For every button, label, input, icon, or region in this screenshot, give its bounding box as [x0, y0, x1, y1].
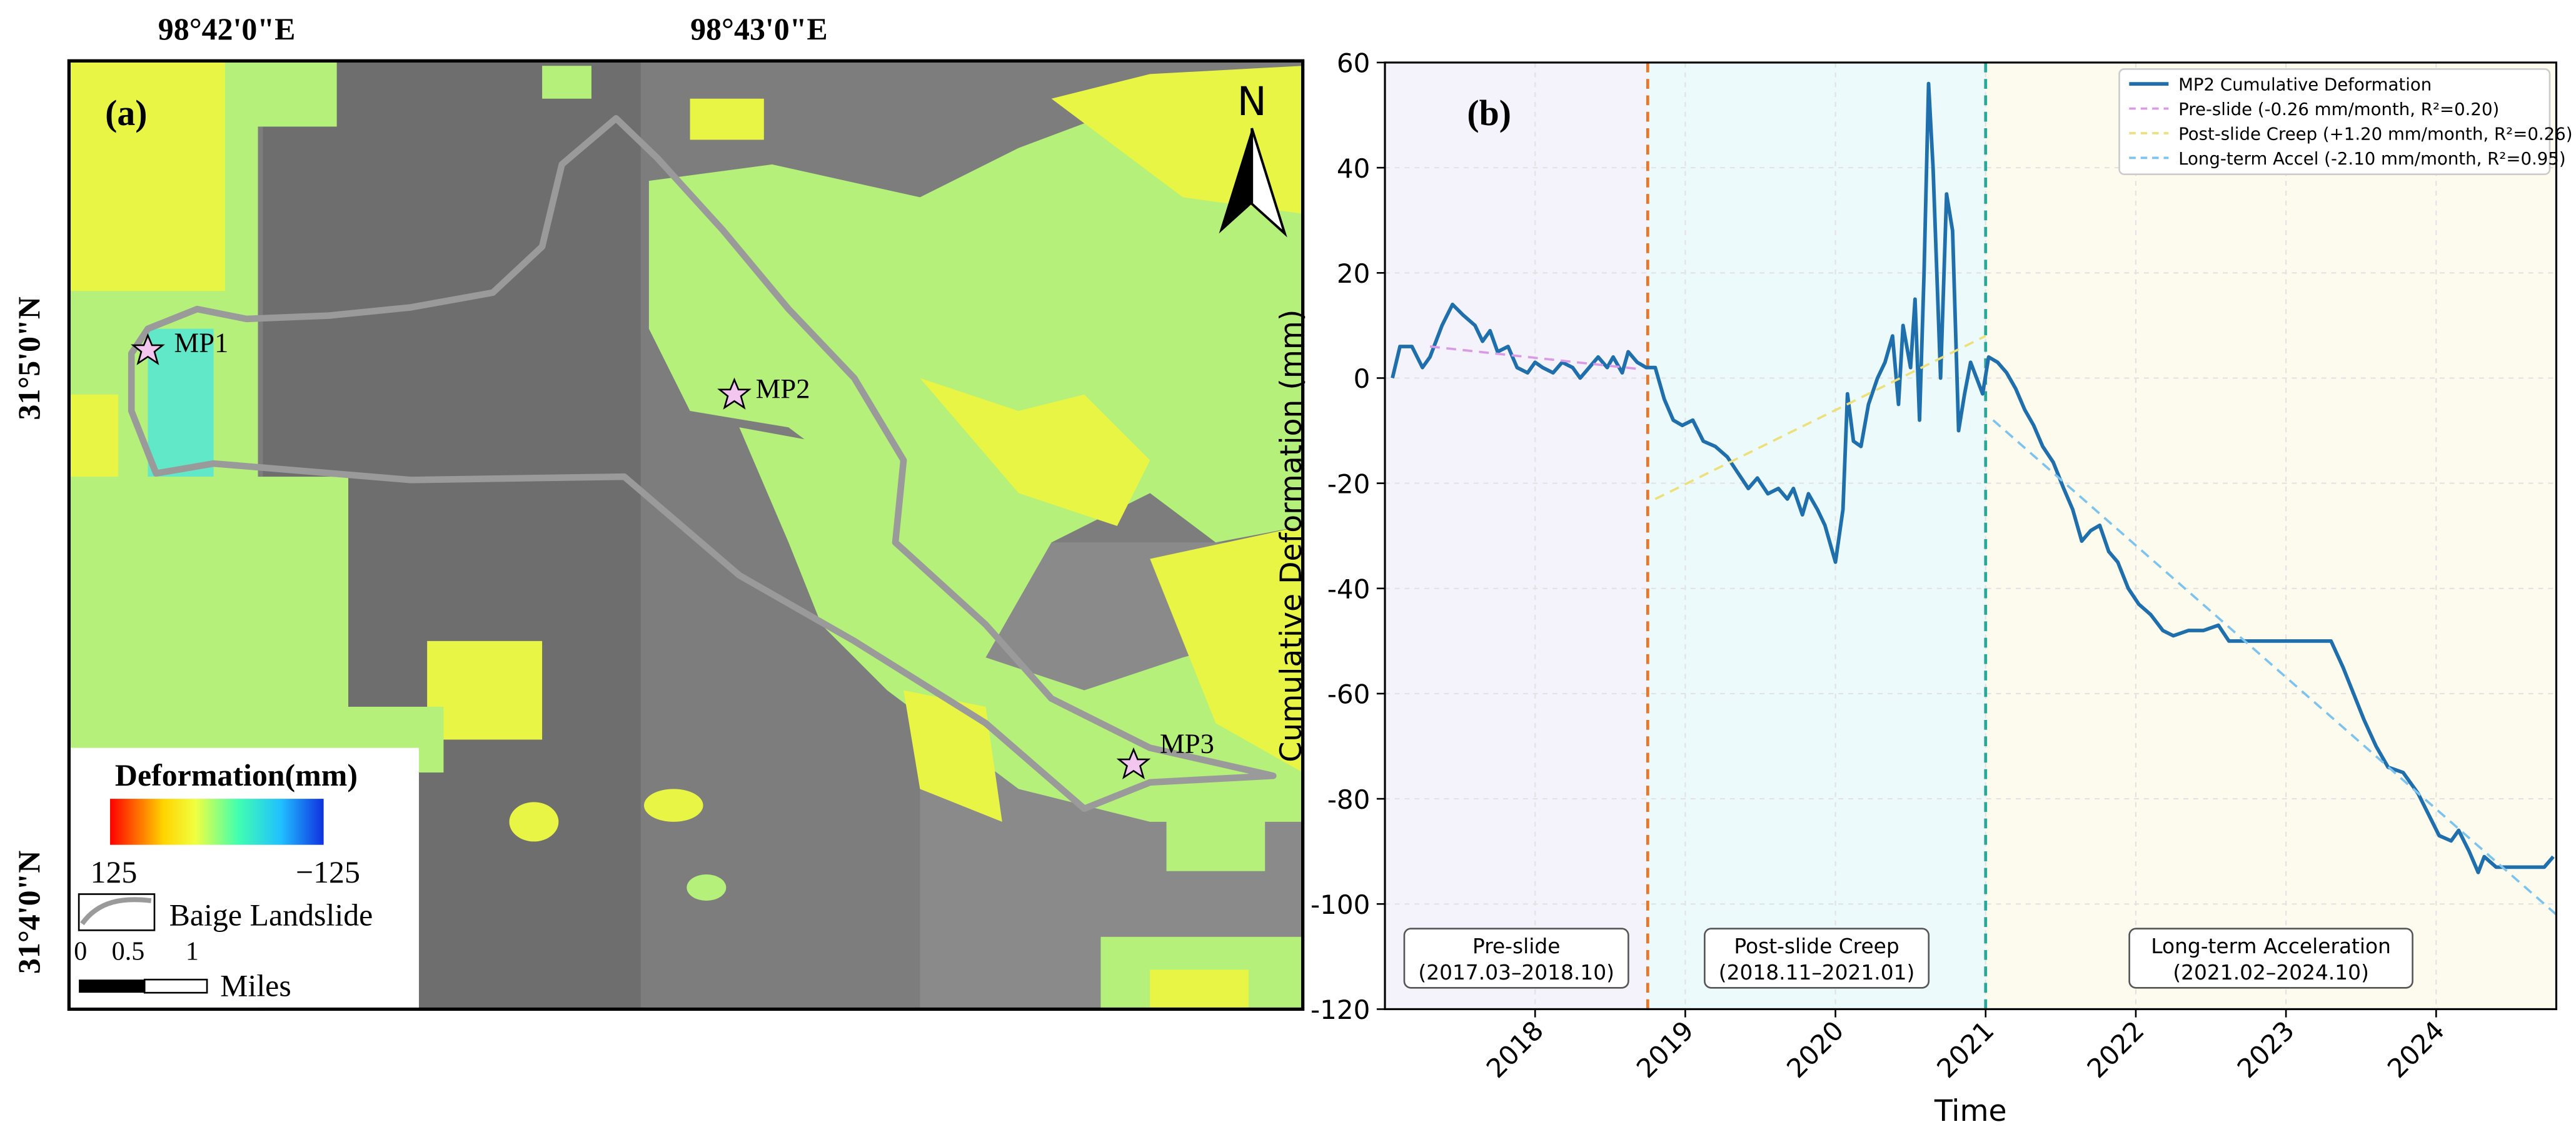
lat-label: 31°4'0"N [12, 851, 46, 974]
point-marker [1116, 747, 1151, 780]
colorbar [110, 799, 324, 845]
series-line [1429, 345, 1641, 370]
y-tick-label: -100 [1311, 889, 1370, 920]
y-tick-label: -20 [1327, 468, 1371, 499]
scale-label: 1 [186, 938, 199, 966]
series-line [1992, 419, 2557, 916]
x-tick-label: 2023 [2231, 1015, 2300, 1084]
panel-label: (b) [1467, 93, 1511, 133]
y-tick-label: 20 [1337, 258, 1370, 289]
map-frame [67, 59, 1305, 1011]
phase-period: (2018.11–2021.01) [1719, 961, 1915, 985]
colorbar-label: 125 [91, 855, 138, 889]
y-axis-label: Cumulative Deformation (mm) [1274, 310, 1309, 762]
scale-unit: Miles [220, 968, 291, 1003]
legend-label: Long-term Accel (-2.10 mm/month, R²=0.95… [2178, 148, 2566, 169]
phase-period: (2017.03–2018.10) [1418, 961, 1614, 985]
phase-label-box [1403, 928, 1629, 989]
phase-region [1385, 62, 1648, 1010]
y-tick-label: 40 [1337, 153, 1370, 184]
y-tick-label: 0 [1354, 363, 1371, 394]
scale-bar [143, 978, 208, 994]
y-tick-label: -60 [1327, 679, 1371, 710]
point-label: MP1 [174, 326, 229, 358]
x-tick-label: 2021 [1931, 1015, 2000, 1084]
phase-label: Pre-slide [1472, 934, 1560, 958]
series-line [1391, 81, 2555, 874]
panel-label: (a) [105, 93, 147, 133]
chart-panel: -120 -100 -80 -60 -40 -20 0 20 40 60 2018 2019 2020 2… [1274, 48, 2572, 1128]
phase-label: Long-term Acceleration [2151, 934, 2391, 958]
lon-label: 98°42'0"E [158, 12, 296, 46]
legend-label: MP2 Cumulative Deformation [2178, 74, 2432, 95]
lat-label: 31°5'0"N [12, 296, 46, 420]
scale-label: 0 [74, 938, 87, 966]
colorbar-label: −125 [296, 855, 360, 889]
legend-box [2118, 68, 2551, 175]
outline-label: Baige Landslide [169, 898, 373, 932]
legend-label: Pre-slide (-0.26 mm/month, R²=0.20) [2178, 99, 2499, 119]
deformation-patches [69, 61, 1303, 1010]
phase-region [1648, 62, 1986, 1010]
x-tick-label: 2018 [1481, 1015, 1549, 1084]
x-tick-label: 2024 [2382, 1015, 2450, 1084]
plot-frame [1384, 61, 2558, 1011]
point-marker [131, 333, 165, 365]
x-tick-label: 2020 [1781, 1015, 1849, 1084]
x-axis-label: Time [1934, 1094, 2007, 1128]
landslide-outline [128, 115, 1277, 812]
point-label: MP2 [756, 373, 810, 404]
north-label: N [1237, 78, 1267, 124]
y-tick-label: -80 [1327, 784, 1371, 815]
phase-period: (2021.02–2024.10) [2173, 961, 2369, 985]
phase-label-box [1704, 928, 1930, 989]
legend-label: Post-slide Creep (+1.20 mm/month, R²=0.2… [2178, 123, 2572, 144]
point-marker [717, 377, 752, 410]
y-tick-label: -40 [1327, 574, 1371, 605]
scale-bar [79, 979, 145, 993]
sample-points: MP1 MP2 MP3 [131, 326, 1214, 780]
legend-box [70, 747, 420, 1008]
map-panel [69, 61, 1303, 1010]
phase-region [1985, 62, 2557, 1010]
phase-label-box [2128, 928, 2413, 989]
point-label: MP3 [1160, 728, 1214, 759]
series-line [1654, 335, 1986, 500]
x-tick-label: 2022 [2081, 1015, 2150, 1084]
y-tick-label: -120 [1311, 995, 1370, 1025]
phase-label: Post-slide Creep [1734, 934, 1899, 958]
legend-title: Deformation(mm) [115, 758, 358, 792]
y-tick-label: 60 [1337, 48, 1370, 79]
scale-label: 0.5 [112, 938, 145, 966]
lon-label: 98°43'0"E [690, 12, 828, 46]
map-legend: Deformation(mm) 125 −125 Baige Landslide… [70, 747, 420, 1008]
x-tick-label: 2019 [1631, 1015, 1699, 1084]
